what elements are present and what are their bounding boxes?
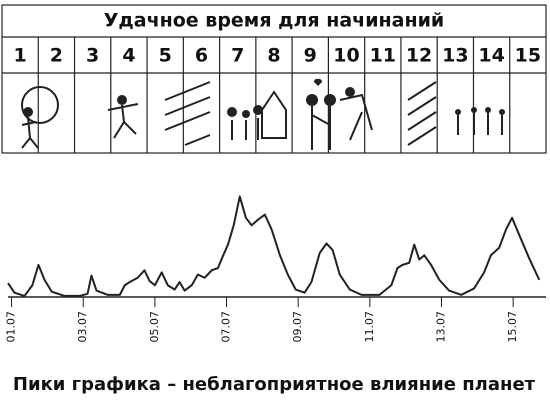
- day-number: 14: [478, 45, 504, 67]
- day-number: 13: [442, 45, 468, 67]
- day-number: 3: [86, 45, 99, 67]
- data-line: [7, 195, 541, 297]
- day-number: 10: [333, 45, 359, 67]
- day-number: 1: [14, 45, 27, 67]
- x-tick-label: 09.07: [291, 311, 304, 343]
- table-title: Удачное время для начинаний: [104, 10, 444, 32]
- day-number: 15: [515, 45, 541, 67]
- x-tick-label: 05.07: [148, 311, 161, 343]
- day-number: 12: [406, 45, 432, 67]
- day-number: 4: [122, 45, 135, 67]
- x-tick-label: 01.07: [5, 311, 18, 343]
- x-tick-label: 13.07: [434, 311, 447, 343]
- day-number: 6: [195, 45, 208, 67]
- day-number: 11: [370, 45, 396, 67]
- day-number: 8: [267, 45, 280, 67]
- day-number: 2: [50, 45, 63, 67]
- x-tick-label: 03.07: [76, 311, 89, 343]
- icons: [21, 78, 505, 150]
- x-tick-label: 15.07: [506, 311, 519, 343]
- x-tick-label: 07.07: [220, 311, 233, 343]
- day-number: 7: [231, 45, 244, 67]
- x-tick-label: 11.07: [363, 311, 376, 343]
- chart-caption: Пики графика – неблагоприятное влияние п…: [13, 374, 536, 395]
- table-frame: [1, 4, 547, 154]
- day-number: 5: [159, 45, 172, 67]
- day-number: 9: [304, 45, 317, 67]
